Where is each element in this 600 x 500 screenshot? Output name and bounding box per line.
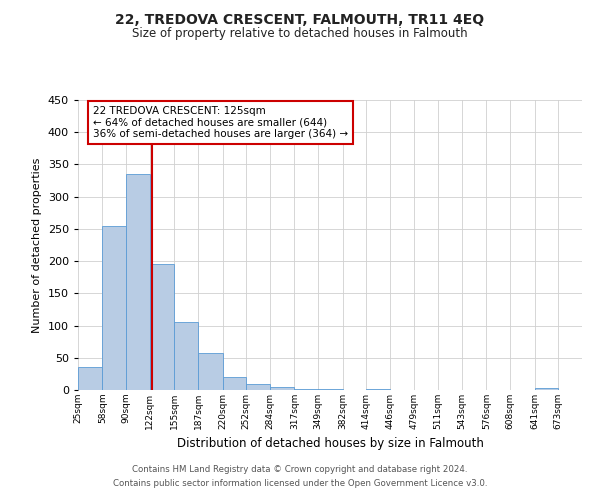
X-axis label: Distribution of detached houses by size in Falmouth: Distribution of detached houses by size … <box>176 438 484 450</box>
Bar <box>270 387 295 390</box>
Bar <box>246 384 270 390</box>
Text: 22 TREDOVA CRESCENT: 125sqm
← 64% of detached houses are smaller (644)
36% of se: 22 TREDOVA CRESCENT: 125sqm ← 64% of det… <box>93 106 348 139</box>
Y-axis label: Number of detached properties: Number of detached properties <box>32 158 42 332</box>
Text: Size of property relative to detached houses in Falmouth: Size of property relative to detached ho… <box>132 28 468 40</box>
Text: 22, TREDOVA CRESCENT, FALMOUTH, TR11 4EQ: 22, TREDOVA CRESCENT, FALMOUTH, TR11 4EQ <box>115 12 485 26</box>
Bar <box>150 264 175 390</box>
Text: Contains HM Land Registry data © Crown copyright and database right 2024.
Contai: Contains HM Land Registry data © Crown c… <box>113 466 487 487</box>
Bar <box>223 377 246 390</box>
Bar <box>198 354 223 390</box>
Bar <box>175 322 198 390</box>
Bar <box>295 388 318 390</box>
Bar <box>103 226 126 390</box>
Bar <box>78 368 103 390</box>
Bar <box>535 388 558 390</box>
Bar <box>126 174 150 390</box>
